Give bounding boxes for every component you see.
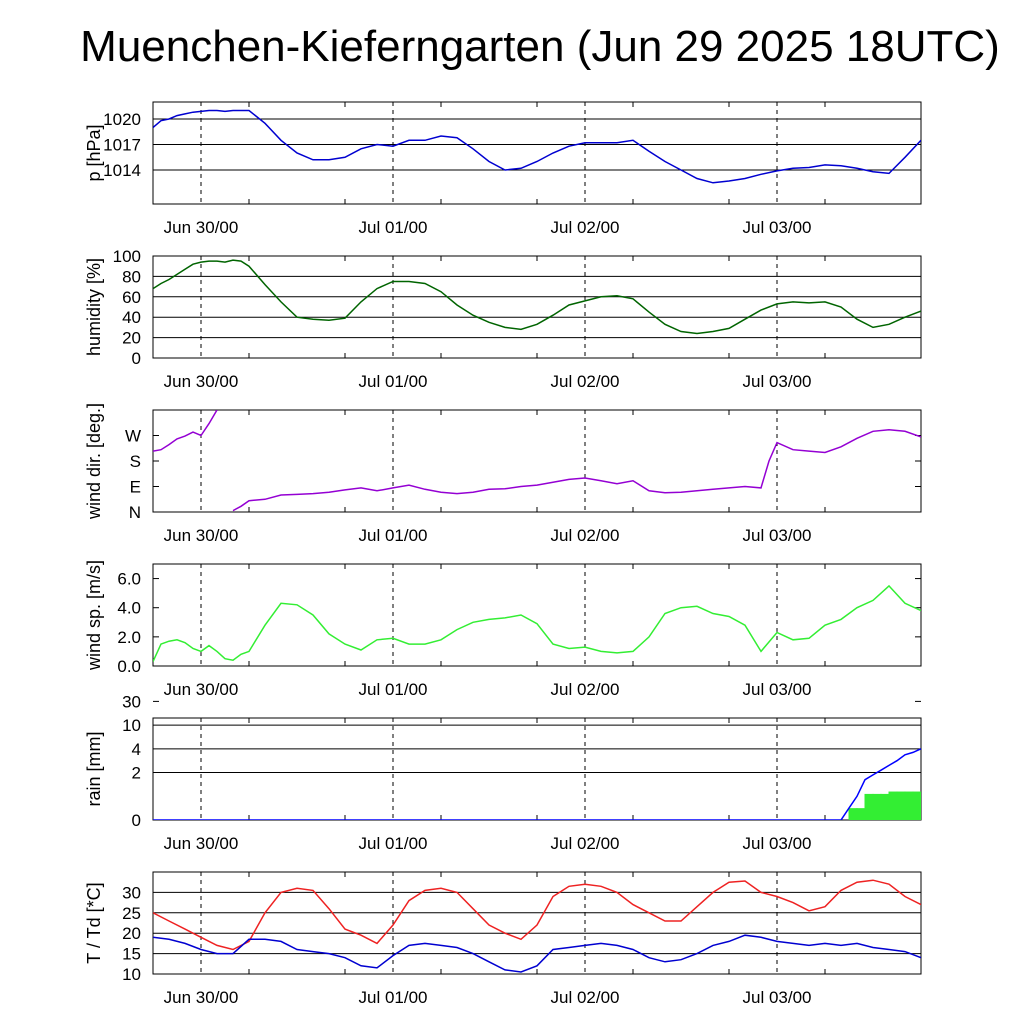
series-line-p bbox=[153, 109, 921, 184]
y-axis-label: wind dir. [deg.] bbox=[84, 403, 104, 520]
rain-bar bbox=[912, 791, 921, 820]
y-tick-label: 20 bbox=[122, 924, 141, 943]
x-tick-label: Jul 02/00 bbox=[551, 372, 620, 391]
y-axis-label: rain [mm] bbox=[84, 731, 104, 806]
x-tick-label: Jul 02/00 bbox=[551, 834, 620, 853]
y-tick-label: 80 bbox=[122, 267, 141, 286]
y-tick-label: 10 bbox=[122, 965, 141, 984]
rain-bar bbox=[872, 793, 882, 820]
y-tick-label: 1014 bbox=[103, 161, 141, 180]
y-tick-label: 0 bbox=[132, 349, 141, 368]
y-axis-label: T / Td [*C] bbox=[84, 882, 104, 963]
x-tick-label: Jun 30/00 bbox=[164, 680, 239, 699]
page-title: Muenchen-Kieferngarten (Jun 29 2025 18UT… bbox=[80, 22, 1000, 71]
x-tick-label: Jun 30/00 bbox=[164, 988, 239, 1007]
x-tick-label: Jul 01/00 bbox=[359, 526, 428, 545]
x-tick-label: Jul 02/00 bbox=[551, 680, 620, 699]
y-tick-label: 100 bbox=[113, 247, 141, 266]
y-tick-label: 0 bbox=[132, 811, 141, 830]
x-tick-label: Jul 01/00 bbox=[359, 988, 428, 1007]
x-tick-label: Jul 01/00 bbox=[359, 834, 428, 853]
x-tick-label: Jul 02/00 bbox=[551, 988, 620, 1007]
rain-bar bbox=[888, 791, 898, 820]
x-tick-label: Jul 02/00 bbox=[551, 526, 620, 545]
rain-bar bbox=[880, 793, 890, 820]
x-tick-label: Jul 03/00 bbox=[743, 372, 812, 391]
rain-bar bbox=[848, 808, 858, 820]
panel-frame-2 bbox=[152, 409, 922, 513]
x-tick-label: Jun 30/00 bbox=[164, 526, 239, 545]
x-tick-label: Jul 03/00 bbox=[743, 988, 812, 1007]
y-tick-label: 60 bbox=[122, 288, 141, 307]
y-tick-label: N bbox=[129, 503, 141, 522]
x-tick-label: Jul 03/00 bbox=[743, 218, 812, 237]
series-line-accumulated-rain bbox=[153, 748, 921, 820]
rain-bar bbox=[864, 793, 874, 820]
y-tick-label: W bbox=[125, 427, 141, 446]
y-tick-label: 6.0 bbox=[117, 570, 141, 589]
rain-bar bbox=[904, 791, 914, 820]
y-tick-label: 1020 bbox=[103, 110, 141, 129]
series-line-wind-dir bbox=[153, 410, 921, 512]
y-tick-label: 30 bbox=[122, 883, 141, 902]
y-axis-label: p [hPa] bbox=[84, 124, 104, 181]
y-axis-label: wind sp. [m/s] bbox=[84, 560, 104, 671]
y-tick-label: 2 bbox=[132, 764, 141, 783]
y-tick-label: 20 bbox=[122, 329, 141, 348]
y-tick-label: 1017 bbox=[103, 136, 141, 155]
y-tick-label: 4.0 bbox=[117, 599, 141, 618]
x-tick-label: Jul 01/00 bbox=[359, 372, 428, 391]
x-tick-label: Jul 03/00 bbox=[743, 526, 812, 545]
series-line-humidity bbox=[153, 259, 921, 335]
rain-bar bbox=[920, 791, 921, 820]
series-line-wind-speed bbox=[153, 584, 921, 662]
y-tick-label: S bbox=[130, 452, 141, 471]
panel-frame-0 bbox=[152, 101, 922, 205]
y-tick-label: 2.0 bbox=[117, 628, 141, 647]
x-tick-label: Jul 01/00 bbox=[359, 218, 428, 237]
y-tick-label: 40 bbox=[122, 308, 141, 327]
x-tick-label: Jul 03/00 bbox=[743, 834, 812, 853]
y-tick-label: E bbox=[130, 478, 141, 497]
x-tick-label: Jul 01/00 bbox=[359, 680, 428, 699]
rain-bar bbox=[896, 791, 906, 820]
y-tick-label: 30 bbox=[122, 692, 141, 711]
panel-frame-5 bbox=[152, 871, 922, 975]
y-tick-label: 15 bbox=[122, 945, 141, 964]
series-line-t bbox=[153, 879, 921, 951]
y-tick-label: 10 bbox=[122, 716, 141, 735]
y-tick-label: 25 bbox=[122, 904, 141, 923]
y-tick-label: 0.0 bbox=[117, 657, 141, 676]
x-tick-label: Jun 30/00 bbox=[164, 834, 239, 853]
y-axis-label: humidity [%] bbox=[84, 258, 104, 356]
panel-frame-1 bbox=[152, 255, 922, 359]
x-tick-label: Jun 30/00 bbox=[164, 218, 239, 237]
panel-frame-4 bbox=[152, 717, 922, 821]
series-line-td bbox=[153, 934, 921, 973]
x-tick-label: Jun 30/00 bbox=[164, 372, 239, 391]
panel-frame-3 bbox=[152, 563, 922, 667]
x-tick-label: Jul 02/00 bbox=[551, 218, 620, 237]
x-tick-label: Jul 03/00 bbox=[743, 680, 812, 699]
y-tick-label: 4 bbox=[132, 740, 141, 759]
rain-bar bbox=[856, 808, 866, 820]
